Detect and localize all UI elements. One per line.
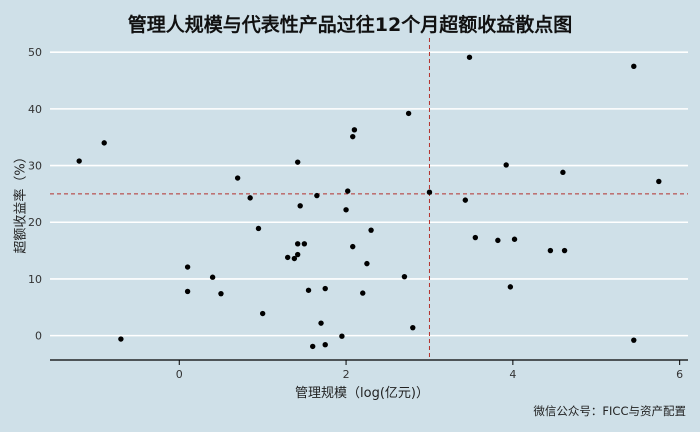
data-point: [101, 140, 107, 146]
data-point: [310, 343, 316, 350]
data-point: [284, 254, 291, 261]
x-tick-label: 2: [343, 368, 350, 381]
data-point: [364, 260, 370, 267]
data-point: [631, 63, 637, 70]
data-point: [405, 110, 412, 117]
data-point: [351, 127, 358, 133]
data-point: [322, 341, 328, 348]
data-point: [255, 225, 262, 232]
footer-credit: 微信公众号：FICC与资产配置: [533, 404, 686, 418]
data-point: [401, 273, 408, 280]
data-point: [561, 247, 568, 254]
y-tick-label: 50: [28, 46, 42, 59]
data-point: [343, 207, 349, 213]
data-point: [184, 264, 191, 270]
data-point: [547, 247, 554, 254]
data-point: [322, 285, 328, 292]
data-point: [560, 169, 566, 176]
data-point: [462, 197, 469, 203]
data-point: [507, 284, 514, 290]
data-point: [368, 227, 374, 233]
data-point: [118, 336, 124, 342]
data-point: [631, 337, 637, 343]
data-point: [314, 192, 320, 199]
data-point: [503, 162, 509, 168]
data-point: [294, 251, 301, 258]
data-point: [426, 189, 433, 195]
data-point: [234, 175, 241, 181]
data-point: [466, 54, 473, 60]
data-point: [350, 243, 356, 250]
data-point: [495, 237, 501, 244]
data-point: [247, 195, 253, 201]
data-point: [511, 236, 518, 242]
data-point: [345, 188, 351, 194]
data-point: [291, 255, 298, 262]
x-tick-label: 6: [676, 368, 683, 381]
y-tick-label: 40: [28, 103, 42, 116]
y-tick-label: 0: [35, 330, 42, 343]
data-point: [656, 178, 662, 185]
y-axis-label: 超额收益率（%）: [13, 150, 29, 254]
data-point: [297, 203, 303, 209]
data-point: [259, 310, 266, 317]
x-tick-label: 0: [176, 368, 183, 381]
data-point: [318, 320, 324, 326]
data-point: [410, 324, 416, 331]
data-point: [339, 333, 345, 339]
data-point: [360, 290, 366, 296]
y-tick-label: 30: [28, 160, 42, 173]
data-point: [350, 133, 356, 140]
y-tick-label: 20: [28, 216, 42, 229]
y-tick-label: 10: [28, 273, 42, 286]
data-point: [218, 290, 224, 297]
chart-title: 管理人规模与代表性产品过往12个月超额收益散点图: [127, 14, 573, 36]
x-tick-label: 4: [509, 368, 516, 381]
data-point: [209, 274, 216, 280]
data-point: [184, 288, 191, 295]
data-point: [301, 241, 308, 247]
x-axis-label: 管理规模（log(亿元)）: [295, 386, 429, 401]
data-point: [76, 158, 82, 164]
data-point: [472, 234, 479, 241]
data-point: [305, 287, 312, 293]
data-point: [294, 159, 301, 165]
data-point: [294, 241, 301, 247]
